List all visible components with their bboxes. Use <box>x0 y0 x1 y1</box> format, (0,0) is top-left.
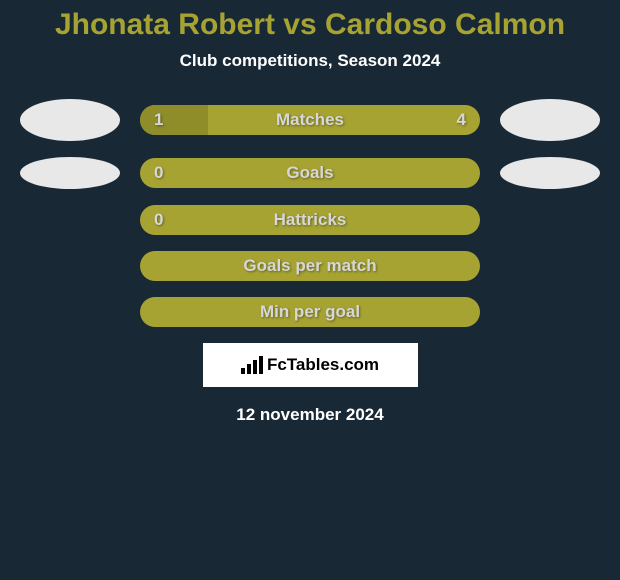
stat-bar: Hattricks0 <box>140 205 480 235</box>
stat-row: Matches1 4 <box>0 99 620 141</box>
player-right-avatar <box>500 99 600 141</box>
stat-row: Goals per match <box>0 251 620 281</box>
stat-row: Goals0 <box>0 157 620 189</box>
stat-bar: Goals0 <box>140 158 480 188</box>
brand-box: FcTables.com <box>203 343 418 387</box>
stat-bar: Goals per match <box>140 251 480 281</box>
page-title: Jhonata Robert vs Cardoso Calmon <box>0 0 620 41</box>
stat-bar: Matches1 4 <box>140 105 480 135</box>
player-left-avatar <box>20 157 120 189</box>
stat-bar: Min per goal <box>140 297 480 327</box>
stat-label: Matches <box>140 110 480 130</box>
stat-row: Min per goal <box>0 297 620 327</box>
brand-text: FcTables.com <box>267 355 379 375</box>
subtitle: Club competitions, Season 2024 <box>0 51 620 71</box>
stat-label: Goals <box>140 163 480 183</box>
stat-label: Min per goal <box>140 302 480 322</box>
bars-icon <box>241 356 263 374</box>
stat-value-right: 4 <box>457 110 466 130</box>
stat-value-left: 0 <box>154 163 163 183</box>
stat-value-left: 1 <box>154 110 163 130</box>
date-text: 12 november 2024 <box>0 405 620 425</box>
stat-row: Hattricks0 <box>0 205 620 235</box>
player-right-avatar <box>500 157 600 189</box>
player-left-avatar <box>20 99 120 141</box>
stat-label: Goals per match <box>140 256 480 276</box>
stat-label: Hattricks <box>140 210 480 230</box>
brand-logo: FcTables.com <box>241 355 379 375</box>
stats-bars: Matches14Goals0Hattricks0Goals per match… <box>0 99 620 327</box>
stat-value-left: 0 <box>154 210 163 230</box>
